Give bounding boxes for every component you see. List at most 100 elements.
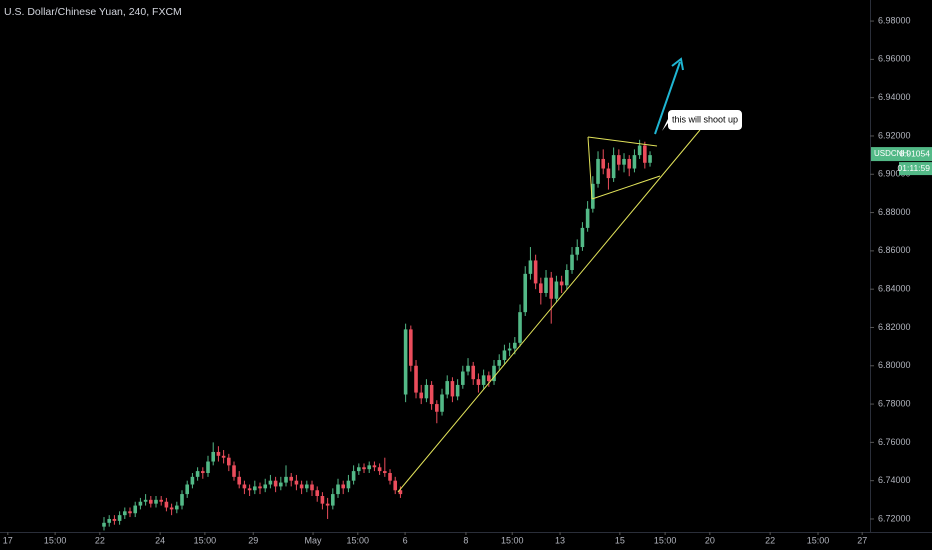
candle-body bbox=[169, 507, 174, 510]
countdown-label: 01:11:59 bbox=[898, 163, 931, 173]
candle-body bbox=[284, 476, 288, 483]
candle-body bbox=[372, 465, 377, 468]
y-tick-label: 6.80000 bbox=[878, 360, 911, 370]
y-tick-label: 6.72000 bbox=[878, 513, 911, 523]
candle-body bbox=[320, 495, 325, 504]
triangle-side bbox=[587, 136, 593, 200]
candle-body bbox=[471, 365, 476, 380]
callout-box bbox=[662, 110, 742, 131]
y-tick-label: 6.96000 bbox=[878, 54, 911, 64]
y-tick-label: 6.98000 bbox=[878, 15, 911, 25]
candle-body bbox=[221, 455, 226, 458]
candle-body bbox=[258, 486, 262, 489]
candle-body bbox=[149, 499, 153, 504]
x-tick-label: 22 bbox=[765, 535, 775, 545]
candle-body bbox=[419, 392, 424, 399]
candle-body bbox=[450, 381, 455, 397]
candle-body bbox=[268, 480, 273, 485]
x-tick-label: 15:00 bbox=[194, 535, 217, 545]
drawings bbox=[397, 129, 701, 493]
candle-body bbox=[429, 384, 434, 405]
candle-body bbox=[393, 480, 398, 491]
x-tick-label: 15:00 bbox=[347, 535, 370, 545]
candle-body bbox=[294, 480, 299, 485]
candle-body bbox=[227, 457, 231, 466]
y-tick-label: 6.76000 bbox=[878, 437, 911, 447]
candle-body bbox=[383, 471, 387, 474]
candle-body bbox=[575, 247, 580, 255]
candle-body bbox=[596, 158, 600, 184]
y-tick-label: 6.84000 bbox=[878, 284, 911, 294]
candle-body bbox=[211, 451, 216, 462]
candle-body bbox=[273, 480, 278, 487]
candle-body bbox=[310, 484, 314, 491]
candle-body bbox=[481, 375, 486, 385]
candle-body bbox=[112, 518, 117, 521]
candle-body bbox=[611, 155, 616, 179]
candle-body bbox=[107, 518, 112, 523]
candle-body bbox=[242, 484, 247, 489]
y-tick-label: 6.74000 bbox=[878, 475, 911, 485]
candle-body bbox=[539, 283, 543, 294]
arrow-head bbox=[671, 57, 684, 71]
candle-body bbox=[128, 511, 132, 514]
candle-body bbox=[143, 499, 148, 502]
candle-body bbox=[580, 227, 585, 248]
chart-title: U.S. Dollar/Chinese Yuan, 240, FXCM bbox=[4, 6, 182, 18]
x-tick-label: May bbox=[305, 535, 323, 545]
candle-body bbox=[409, 329, 413, 366]
y-tick-label: 6.94000 bbox=[878, 92, 911, 102]
x-tick-label: 29 bbox=[248, 535, 258, 545]
candle-body bbox=[507, 348, 512, 351]
candle-body bbox=[305, 484, 309, 489]
x-tick-label: 8 bbox=[463, 535, 468, 545]
x-tick-label: 27 bbox=[857, 535, 867, 545]
candle-body bbox=[117, 515, 122, 521]
candle-body bbox=[180, 494, 184, 506]
candle-body bbox=[606, 168, 611, 179]
x-tick-label: 15:00 bbox=[501, 535, 524, 545]
candle-body bbox=[138, 501, 143, 506]
candle-body bbox=[325, 503, 330, 506]
x-tick-label: 22 bbox=[95, 535, 105, 545]
candle-body bbox=[502, 350, 507, 361]
candle-body bbox=[414, 365, 418, 393]
candle-body bbox=[232, 465, 236, 477]
candle-body bbox=[346, 480, 351, 489]
triangle-upper bbox=[587, 136, 658, 147]
title-group: U.S. Dollar/Chinese Yuan, 240, FXCM bbox=[4, 6, 182, 18]
candle-body bbox=[154, 499, 158, 504]
price-tag-box bbox=[871, 147, 932, 162]
candle-body bbox=[554, 281, 559, 299]
candles bbox=[102, 139, 652, 531]
candle-body bbox=[206, 461, 210, 474]
candle-body bbox=[403, 329, 408, 395]
candle-body bbox=[461, 371, 465, 385]
triangle-lower bbox=[591, 175, 661, 200]
candle-body bbox=[315, 490, 320, 496]
x-tick-label: 13 bbox=[555, 535, 565, 545]
candle-body bbox=[351, 471, 356, 481]
candle-body bbox=[237, 476, 242, 485]
candle-body bbox=[585, 208, 590, 228]
candle-body bbox=[492, 365, 496, 382]
candle-body bbox=[565, 270, 569, 286]
candle-body bbox=[513, 342, 517, 349]
candle-body bbox=[591, 183, 595, 209]
candle-body bbox=[424, 384, 429, 399]
x-tick-label: 20 bbox=[705, 535, 715, 545]
candle-body bbox=[637, 145, 642, 156]
candle-body bbox=[102, 522, 106, 527]
candle-body bbox=[253, 486, 257, 491]
candle-body bbox=[263, 484, 268, 489]
candle-body bbox=[528, 260, 533, 274]
x-tick-label: 15:00 bbox=[654, 535, 677, 545]
x-tick-label: 15:00 bbox=[44, 535, 67, 545]
candle-body bbox=[549, 277, 554, 299]
candle-body bbox=[336, 484, 340, 495]
candle-body bbox=[559, 281, 564, 286]
candle-body bbox=[476, 379, 481, 385]
